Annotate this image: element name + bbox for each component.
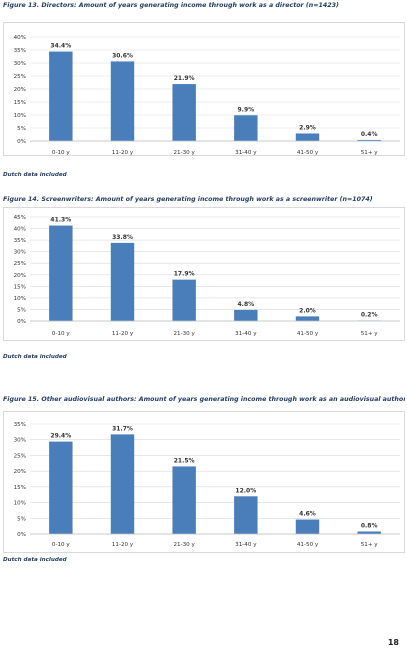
data-label: 9.9% (238, 106, 255, 113)
figure-14-chart: 0% 5% 10% 15% 20% 25% 30% 35% 40% 45% 41.3% 0-10 y 3… (3, 207, 405, 341)
y-tick-label: 0% (17, 532, 26, 538)
y-tick-label: 20% (14, 87, 26, 93)
data-label: 31.7% (112, 425, 133, 432)
data-label: 2.0% (299, 307, 316, 314)
x-tick-label: 0-10 y (52, 150, 70, 155)
x-tick-label: 51+ y (361, 542, 379, 548)
y-tick-label: 45% (14, 215, 26, 221)
y-tick-label: 0% (17, 139, 26, 145)
y-tick-label: 20% (14, 469, 26, 475)
y-tick-label: 30% (14, 438, 26, 444)
data-label: 21.9% (174, 75, 195, 82)
bar (49, 225, 73, 321)
y-tick-label: 25% (14, 261, 26, 267)
y-tick-label: 30% (14, 250, 26, 256)
x-tick-label: 0-10 y (52, 542, 70, 548)
x-tick-label: 31-40 y (235, 331, 257, 337)
y-tick-label: 5% (17, 307, 26, 313)
x-tick-label: 51+ y (361, 331, 379, 337)
data-label: 34.4% (50, 43, 71, 50)
x-tick-label: 31-40 y (235, 150, 257, 155)
x-tick-label: 11-20 y (112, 542, 134, 548)
y-tick-label: 35% (14, 48, 26, 54)
data-label: 21.5% (174, 457, 195, 464)
x-tick-label: 41-50 y (297, 542, 319, 548)
y-tick-label: 5% (17, 516, 26, 522)
x-tick-label: 21-30 y (173, 331, 195, 337)
x-tick-label: 41-50 y (297, 150, 319, 155)
figure-13-svg: 0% 5% 10% 15% 20% 25% 30% 35% 40% 34.4% 0-10 y 30.6… (14, 35, 400, 155)
data-label: 0.4% (361, 131, 378, 138)
figure-15-svg: 0% 5% 10% 15% 20% 25% 30% 35% 29.4% 0-10 y 31.7% 11… (14, 422, 400, 548)
bar (110, 242, 135, 321)
figure-13-chart: 0% 5% 10% 15% 20% 25% 30% 35% 40% 34.4% 0-10 y 30.6… (3, 22, 405, 156)
y-tick-label: 0% (17, 319, 26, 325)
bar (357, 531, 381, 534)
x-tick-label: 31-40 y (235, 542, 257, 548)
bar (172, 84, 196, 141)
bar (234, 496, 258, 534)
data-label: 33.8% (112, 234, 133, 241)
data-label: 0.8% (361, 522, 378, 529)
page-number: 18 (387, 638, 399, 647)
bar (295, 316, 320, 321)
y-tick-label: 40% (14, 227, 26, 233)
y-tick-label: 15% (14, 284, 26, 290)
x-tick-label: 0-10 y (52, 331, 70, 337)
y-tick-label: 35% (14, 422, 26, 428)
bar (234, 115, 258, 141)
y-tick-label: 25% (14, 74, 26, 80)
data-label: 4.8% (238, 301, 255, 308)
bar (234, 309, 258, 321)
y-tick-label: 30% (14, 61, 26, 67)
y-tick-label: 20% (14, 273, 26, 279)
bar (110, 61, 135, 141)
bar (295, 133, 320, 141)
data-label: 2.9% (299, 124, 316, 131)
x-tick-label: 21-30 y (173, 542, 195, 548)
y-tick-label: 25% (14, 453, 26, 459)
bar (172, 279, 196, 321)
data-label: 4.6% (299, 511, 316, 518)
y-tick-label: 10% (14, 296, 26, 302)
bar (295, 519, 320, 534)
x-tick-label: 41-50 y (297, 331, 319, 337)
x-tick-label: 11-20 y (112, 331, 134, 337)
figure-15-title: Figure 15. Other audiovisual authors: Am… (3, 396, 405, 403)
y-tick-label: 10% (14, 501, 26, 507)
data-label: 30.6% (112, 52, 133, 59)
figure-13-note: Dutch data included (3, 172, 67, 178)
x-tick-label: 21-30 y (173, 150, 195, 155)
y-tick-label: 35% (14, 238, 26, 244)
data-label: 0.2% (361, 312, 378, 319)
bar (172, 466, 196, 534)
y-tick-label: 40% (14, 35, 26, 41)
bar (49, 441, 73, 534)
data-label: 41.3% (50, 217, 71, 224)
x-tick-label: 11-20 y (112, 150, 134, 155)
y-tick-label: 15% (14, 100, 26, 106)
figure-15-chart: 0% 5% 10% 15% 20% 25% 30% 35% 29.4% 0-10 y 31.7% 11… (3, 411, 405, 553)
y-tick-label: 10% (14, 113, 26, 119)
figure-14-svg: 0% 5% 10% 15% 20% 25% 30% 35% 40% 45% 41.3% 0-10 y 3… (14, 215, 400, 337)
figure-14-note: Dutch data included (3, 354, 67, 360)
y-tick-label: 5% (17, 126, 26, 132)
bar (110, 434, 135, 534)
figure-14-title: Figure 14. Screenwriters: Amount of year… (3, 196, 373, 203)
y-tick-label: 15% (14, 485, 26, 491)
x-tick-label: 51+ y (361, 150, 379, 155)
figure-15-note: Dutch data included (3, 557, 67, 563)
figure-13-title: Figure 13. Directors: Amount of years ge… (3, 2, 339, 9)
data-label: 17.9% (174, 271, 195, 278)
data-label: 29.4% (50, 433, 71, 440)
bar (357, 139, 381, 141)
bar (49, 51, 73, 141)
data-label: 12.0% (235, 487, 256, 494)
